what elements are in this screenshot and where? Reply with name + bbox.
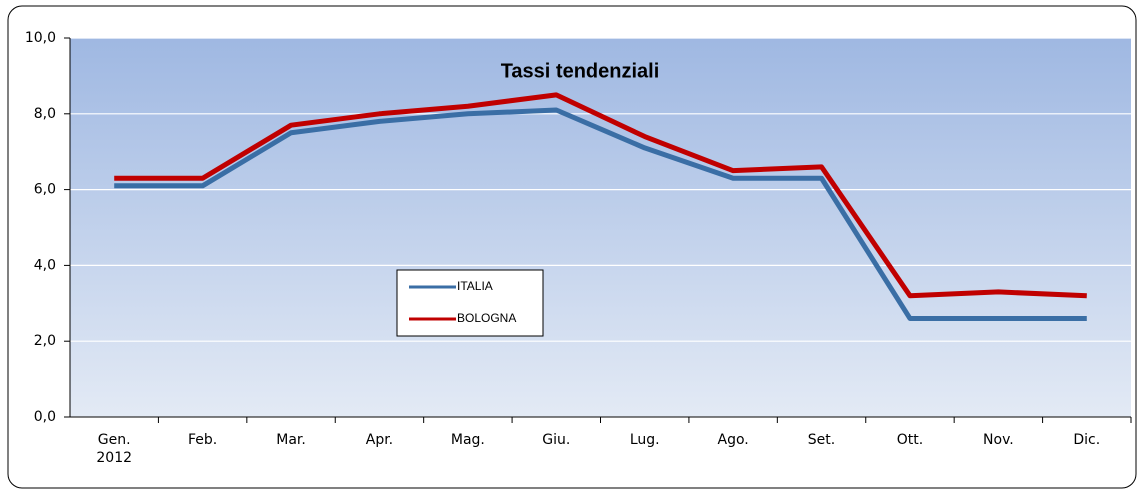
x-tick-label: Giu. — [542, 432, 571, 448]
y-tick-label: 8,0 — [34, 106, 56, 122]
chart-title: Tassi tendenziali — [501, 60, 660, 82]
plot-area — [70, 38, 1131, 417]
legend: ITALIA BOLOGNA — [396, 269, 544, 337]
legend-label: ITALIA — [457, 279, 493, 293]
x-tick-label: Set. — [807, 432, 836, 448]
x-tick-label: Ago. — [717, 432, 749, 448]
y-tick-label: 4,0 — [34, 257, 56, 273]
x-tick-label: Dic. — [1073, 432, 1101, 448]
x-tick-label: Mag. — [450, 432, 485, 448]
legend-label: BOLOGNA — [457, 311, 516, 325]
series-line — [114, 107, 1087, 321]
x-tick-label: Mar. — [276, 432, 306, 448]
y-tick-label: 2,0 — [34, 333, 56, 349]
x-tick-label: Apr. — [365, 432, 394, 448]
y-tick-label: 10,0 — [25, 30, 56, 46]
x-tick-label: Ott. — [896, 432, 924, 448]
x-tick-label: Gen. 2012 — [96, 432, 133, 466]
x-tick-label: Nov. — [983, 432, 1014, 448]
legend-box — [396, 269, 544, 337]
x-tick-label: Feb. — [188, 432, 218, 448]
series-line — [114, 92, 1087, 299]
x-tick-label: Lug. — [629, 432, 660, 448]
y-tick-label: 0,0 — [34, 409, 56, 425]
y-tick-label: 6,0 — [34, 182, 56, 198]
